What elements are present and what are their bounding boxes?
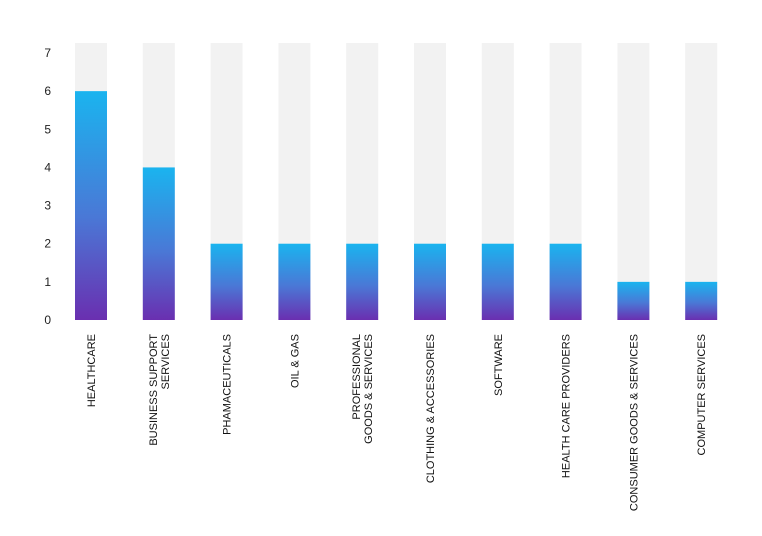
x-tick-label-line: OIL & GAS xyxy=(289,334,301,388)
bar-track xyxy=(685,43,718,320)
y-tick-label: 4 xyxy=(44,160,51,174)
x-tick-label-line: BUSINESS SUPPORT xyxy=(148,334,160,446)
bar xyxy=(210,243,243,320)
bar-group xyxy=(75,91,718,321)
x-tick-label-line: SOFTWARE xyxy=(493,334,505,396)
x-tick-label-line: CLOTHING & ACCESSORIES xyxy=(425,334,437,483)
x-axis: HEALTHCARE BUSINESS SUPPORT SERVICES PHAMAC… xyxy=(86,334,708,511)
x-tick-label: OIL & GAS xyxy=(289,334,301,388)
bar xyxy=(414,243,446,320)
x-tick-label: HEALTH CARE PROVIDERS xyxy=(561,334,573,478)
x-tick-label-line: HEALTHCARE xyxy=(86,334,98,407)
x-tick-label-line: SERVICES xyxy=(160,334,172,389)
x-tick-label: BUSINESS SUPPORT SERVICES xyxy=(148,334,172,446)
x-tick-label-line: HEALTH CARE PROVIDERS xyxy=(561,334,573,478)
x-tick-label-line: PROFESSIONAL xyxy=(351,334,363,420)
y-tick-label: 5 xyxy=(44,122,51,136)
x-tick-label: PHAMACEUTICALS xyxy=(222,334,234,435)
y-tick-label: 6 xyxy=(44,84,51,98)
bar xyxy=(278,243,311,320)
x-tick-label-line: COMPUTER SERVICES xyxy=(696,334,708,455)
bar xyxy=(617,281,650,320)
bar xyxy=(346,243,379,320)
bar-track xyxy=(617,43,650,320)
x-tick-label-line: PHAMACEUTICALS xyxy=(222,334,234,435)
x-tick-label: CLOTHING & ACCESSORIES xyxy=(425,334,437,483)
bar xyxy=(75,91,107,321)
bar xyxy=(481,243,514,320)
x-tick-label: SOFTWARE xyxy=(493,334,505,396)
y-tick-label: 2 xyxy=(44,237,51,251)
y-tick-label: 3 xyxy=(44,199,51,213)
bar xyxy=(685,281,718,320)
bar xyxy=(142,167,175,320)
x-tick-label: HEALTHCARE xyxy=(86,334,98,407)
x-tick-label: COMPUTER SERVICES xyxy=(696,334,708,455)
x-tick-label-line: CONSUMER GOODS & SERVICES xyxy=(628,334,640,511)
y-axis: 0 1 2 3 4 5 6 7 xyxy=(44,46,51,327)
y-tick-label: 0 xyxy=(44,313,51,327)
x-tick-label: CONSUMER GOODS & SERVICES xyxy=(628,334,640,511)
bar xyxy=(549,243,582,320)
y-tick-label: 1 xyxy=(44,275,51,289)
y-tick-label: 7 xyxy=(44,46,51,60)
x-tick-label: PROFESSIONAL GOODS & SERVICES xyxy=(351,334,375,444)
x-tick-label-line: GOODS & SERVICES xyxy=(363,334,375,444)
